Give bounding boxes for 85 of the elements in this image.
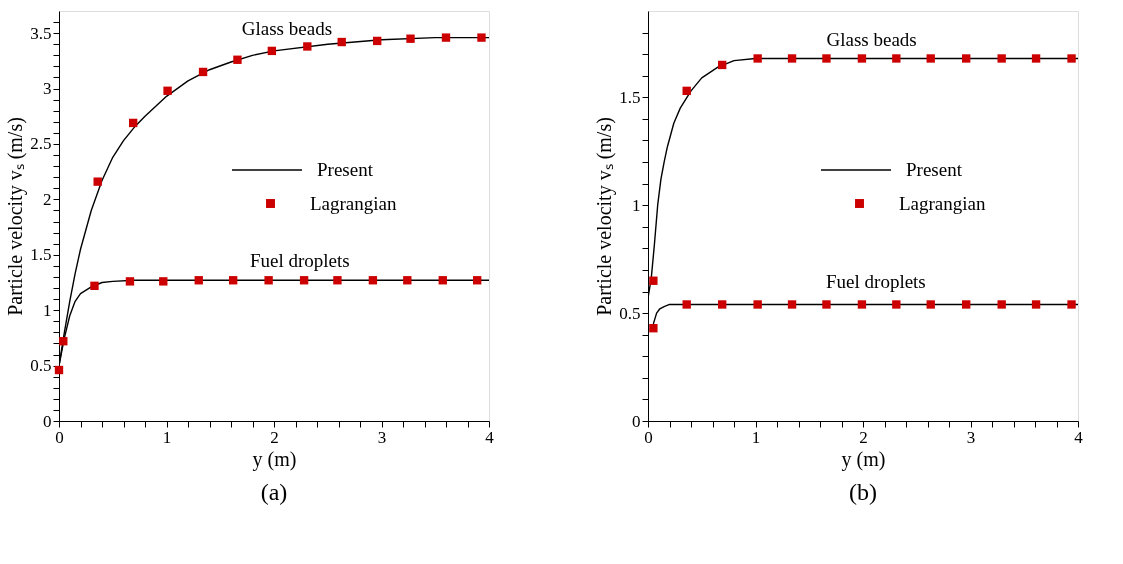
y-tick-label: 0	[43, 411, 52, 431]
point	[1067, 54, 1076, 63]
point	[717, 300, 727, 309]
point	[1031, 300, 1041, 309]
point	[822, 54, 831, 63]
point	[128, 118, 138, 128]
legend-label: Lagrangian	[899, 192, 987, 214]
x-tick-label: 2	[859, 427, 868, 447]
point	[125, 277, 135, 286]
annotation: Fuel droplets	[249, 250, 350, 272]
point	[267, 46, 277, 56]
point	[717, 60, 727, 70]
point	[1067, 300, 1076, 309]
y-tick-label: 1.5	[619, 87, 641, 107]
x-axis-title: y (m)	[252, 447, 297, 471]
x-tick-label: 2	[270, 427, 279, 447]
point	[892, 300, 901, 309]
legend-label: Present	[906, 159, 963, 180]
point	[159, 277, 168, 286]
y-tick-label: 1	[632, 195, 641, 215]
point	[753, 300, 762, 309]
x-tick-label: 4	[1074, 427, 1084, 447]
annotation: Glass beads	[241, 18, 333, 40]
point	[682, 300, 691, 309]
point	[787, 54, 797, 63]
point	[649, 276, 658, 285]
point	[438, 276, 447, 285]
annotation: Fuel droplets	[826, 270, 926, 292]
x-axis-title: y (m)	[841, 447, 886, 471]
point	[477, 33, 486, 42]
y-tick-label: 2	[43, 189, 52, 209]
point	[857, 300, 867, 309]
point	[682, 86, 691, 96]
point	[228, 276, 238, 285]
point	[93, 177, 102, 186]
y-tick-label: 0.5	[30, 356, 52, 376]
text: (b)	[849, 479, 877, 505]
x-tick-label: 3	[377, 427, 387, 447]
point	[962, 300, 971, 309]
y-tick-label: 0.5	[619, 303, 641, 323]
y-tick-label: 0	[632, 411, 641, 431]
point	[194, 276, 203, 285]
legend-label: Lagrangian	[310, 192, 398, 214]
text: (a)	[260, 479, 288, 505]
point	[926, 54, 935, 63]
point	[753, 54, 762, 63]
point	[441, 33, 451, 42]
point	[997, 300, 1006, 309]
annotation: Glass beads	[826, 28, 917, 50]
y-axis-title: Particle velocity vₛ (m/s)	[4, 117, 28, 316]
point	[233, 55, 242, 64]
point	[1031, 54, 1041, 63]
point	[264, 276, 273, 285]
point	[373, 36, 382, 46]
point	[337, 37, 346, 47]
point	[857, 54, 867, 63]
point	[333, 276, 342, 285]
point	[198, 67, 208, 77]
point	[299, 276, 309, 285]
y-tick-label: 2.5	[30, 134, 52, 154]
point	[303, 42, 312, 51]
x-tick-label: 1	[751, 427, 761, 447]
point	[649, 324, 658, 333]
y-axis-title: Particle velocity vₛ (m/s)	[593, 117, 617, 316]
point	[59, 337, 68, 346]
point	[472, 276, 482, 285]
legend-label: Present	[317, 159, 374, 180]
point	[822, 300, 831, 309]
y-tick-label: 1.5	[30, 245, 52, 265]
x-tick-label: 1	[162, 427, 172, 447]
y-tick-label: 1	[43, 300, 52, 320]
point	[368, 276, 378, 285]
point	[403, 276, 412, 285]
point	[90, 281, 99, 290]
point	[163, 86, 172, 95]
point	[926, 300, 935, 309]
x-tick-label: 3	[966, 427, 976, 447]
x-tick-label: 4	[485, 427, 495, 447]
point	[406, 34, 415, 43]
point	[892, 54, 901, 63]
point	[997, 54, 1006, 63]
point	[787, 300, 797, 309]
y-tick-label: 3	[43, 79, 52, 99]
point	[962, 54, 971, 63]
y-tick-label: 3.5	[30, 23, 52, 43]
